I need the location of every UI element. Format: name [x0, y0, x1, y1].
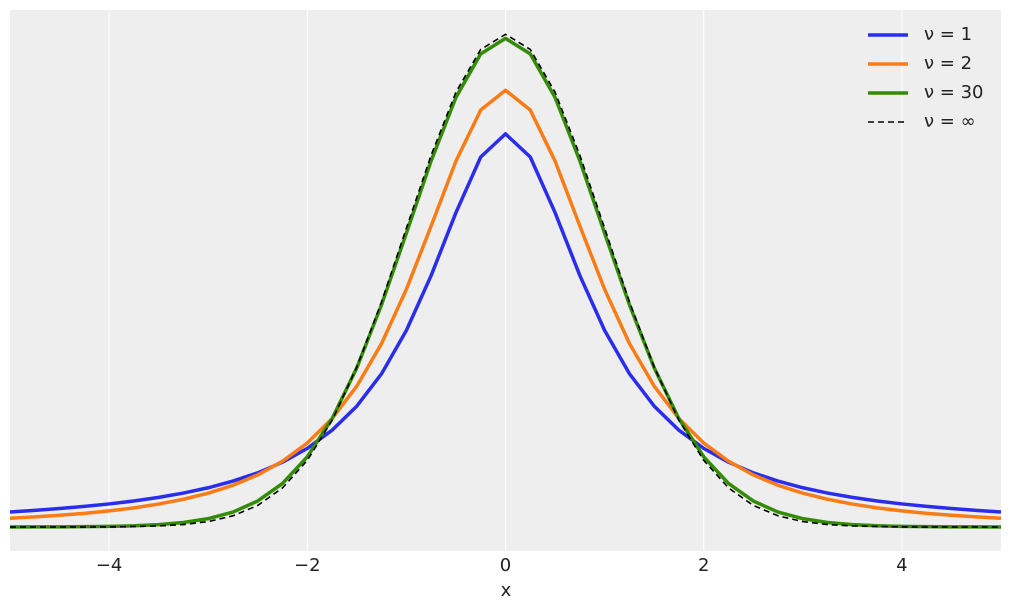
x-axis-label: x — [501, 580, 512, 601]
series-line — [10, 33, 1001, 528]
x-tick-label: 4 — [896, 555, 907, 576]
x-tick-label: −2 — [294, 555, 321, 576]
series-line — [9, 88, 1002, 521]
x-tick-label: 2 — [698, 555, 709, 576]
series-line — [9, 36, 1002, 529]
legend-label: ν = 1 — [924, 24, 972, 45]
x-tick-label: 0 — [500, 555, 511, 576]
series-line — [9, 132, 1002, 514]
legend-label: ν = 30 — [924, 82, 983, 103]
x-tick-label: −4 — [96, 555, 123, 576]
legend-label: ν = ∞ — [924, 111, 976, 132]
legend-label: ν = 2 — [924, 53, 972, 74]
